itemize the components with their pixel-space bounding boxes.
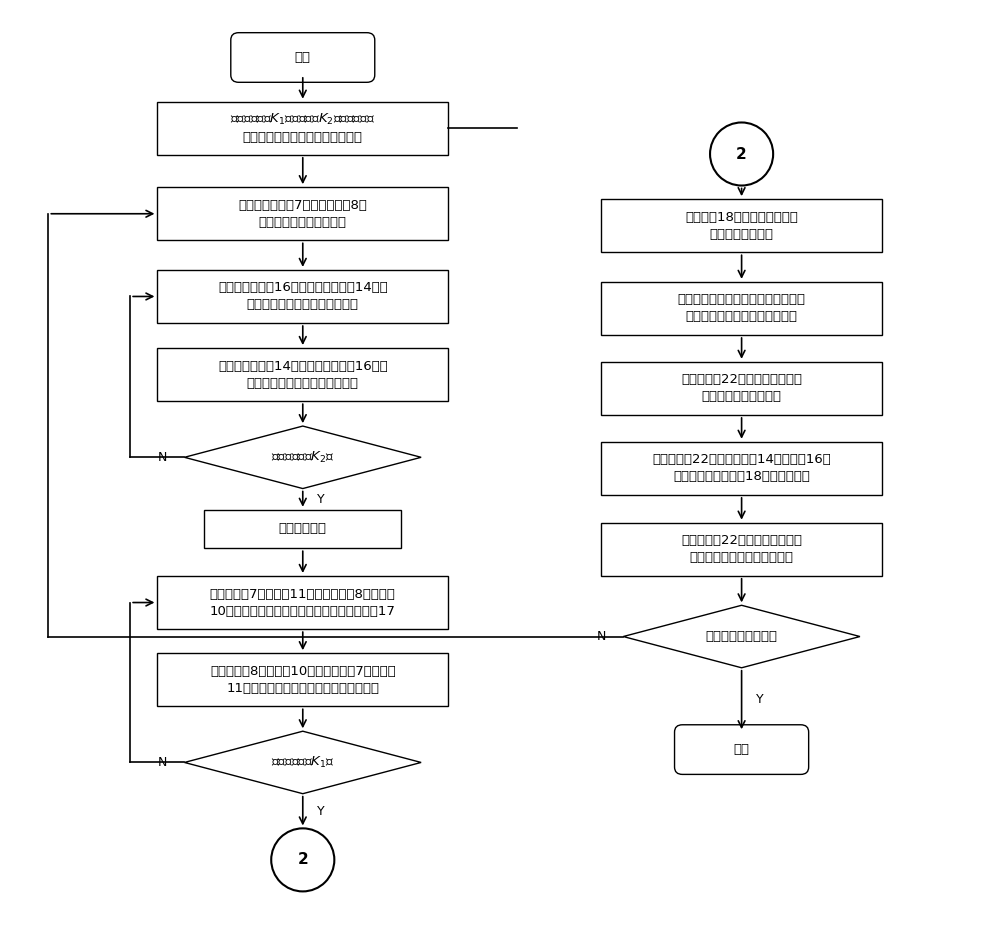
Text: 设置加样倍数$K_1$、加水倍数$K_2$与各阶段保持
时间，关闭全部电磁阀与搅拌电机: 设置加样倍数$K_1$、加水倍数$K_2$与各阶段保持 时间，关闭全部电磁阀与搅…	[230, 112, 375, 145]
Polygon shape	[623, 606, 860, 668]
Text: 打开电机18搅拌一段时间，使
样品与水混合均匀: 打开电机18搅拌一段时间，使 样品与水混合均匀	[685, 211, 798, 241]
Text: 打开排污阀22排污，保持一段时
间直至混合采样池放空: 打开排污阀22排污，保持一段时 间直至混合采样池放空	[681, 373, 802, 403]
Text: 关闭进样阀7与回样阀11，打开放样阀8与放空阀
10，并保持一段时间直至样品全部流入混合池17: 关闭进样阀7与回样阀11，打开放样阀8与放空阀 10，并保持一段时间直至样品全部…	[210, 588, 396, 618]
Text: 提取过程是否结束？: 提取过程是否结束？	[706, 630, 778, 643]
Bar	[601, 282, 882, 335]
Bar	[601, 441, 882, 495]
Ellipse shape	[710, 122, 773, 186]
Text: N: N	[158, 756, 167, 769]
Bar	[157, 188, 448, 241]
Text: 达到加样倍数$K_1$？: 达到加样倍数$K_1$？	[271, 755, 335, 770]
Ellipse shape	[271, 829, 334, 891]
Bar	[601, 362, 882, 415]
Text: 开始: 开始	[295, 51, 311, 64]
Text: 关闭排污阀22，打开进水阀14与放水阀16进
水清洗，并打开电机18搅拌一段时间: 关闭排污阀22，打开进水阀14与放水阀16进 水清洗，并打开电机18搅拌一段时间	[652, 453, 831, 483]
Text: N: N	[597, 630, 606, 643]
FancyBboxPatch shape	[231, 33, 375, 82]
Text: 2: 2	[736, 146, 747, 161]
Text: Y: Y	[756, 693, 763, 706]
Text: 2: 2	[297, 853, 308, 868]
Polygon shape	[184, 731, 421, 794]
Text: Y: Y	[317, 493, 324, 506]
Text: 关闭放样阀8与放空阀10，打开进样阀7与回样阀
11，并保持一段时间直至样品定量管充满: 关闭放样阀8与放空阀10，打开进样阀7与回样阀 11，并保持一段时间直至样品定量…	[210, 664, 396, 695]
Bar	[601, 522, 882, 576]
Bar	[157, 102, 448, 155]
Text: 打开进样电磁阀7与回样电磁阀8，
并测量冷却器进出口温度: 打开进样电磁阀7与回样电磁阀8， 并测量冷却器进出口温度	[238, 199, 367, 229]
Text: 打开排污阀22排污，保持一段时
间直至混合采样池放空后关闭: 打开排污阀22排污，保持一段时 间直至混合采样池放空后关闭	[681, 535, 802, 564]
Text: Y: Y	[317, 804, 324, 817]
Text: 测量参考光谱: 测量参考光谱	[279, 522, 327, 536]
Bar	[204, 509, 401, 549]
Text: 结束: 结束	[734, 743, 750, 756]
Text: 关闭放水电磁阀16，打开进水电磁阀14，并
保持一段时间直至水定量杯充满: 关闭放水电磁阀16，打开进水电磁阀14，并 保持一段时间直至水定量杯充满	[218, 282, 388, 312]
Bar	[157, 576, 448, 629]
Text: 关闭进水电磁阀14，打开放水电磁阀16，并
保持一段时间直至水定量杯放空: 关闭进水电磁阀14，打开放水电磁阀16，并 保持一段时间直至水定量杯放空	[218, 359, 388, 390]
Bar	[157, 653, 448, 706]
Bar	[157, 348, 448, 401]
Bar	[157, 270, 448, 323]
Text: N: N	[158, 451, 167, 464]
Polygon shape	[184, 426, 421, 489]
Text: 达到加水倍数$K_2$？: 达到加水倍数$K_2$？	[271, 450, 335, 465]
Bar	[601, 199, 882, 252]
FancyBboxPatch shape	[675, 725, 809, 774]
Text: 获得由光谱仪采样的样品光谱，显示
吸光度谱图并进行后续光谱处理: 获得由光谱仪采样的样品光谱，显示 吸光度谱图并进行后续光谱处理	[678, 293, 806, 324]
